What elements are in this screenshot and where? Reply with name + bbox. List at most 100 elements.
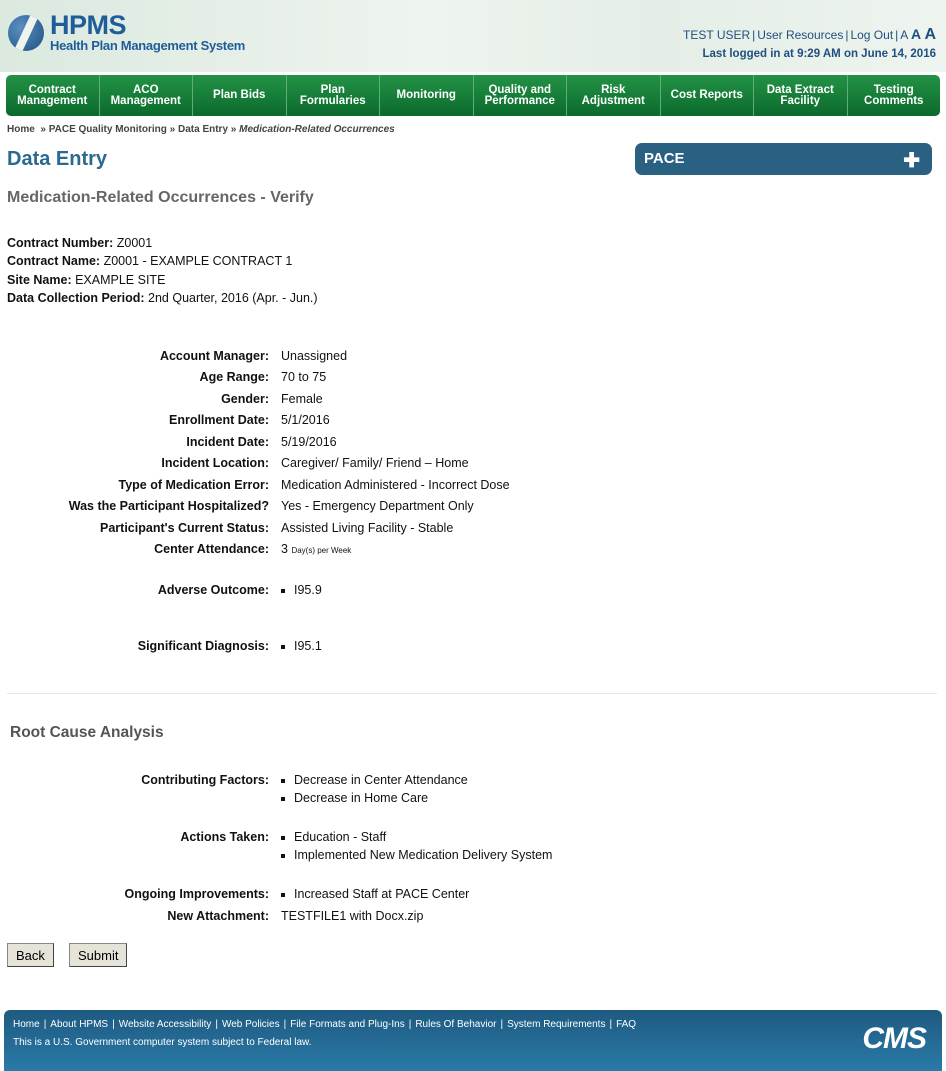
- logo-subtitle: Health Plan Management System: [50, 38, 246, 53]
- breadcrumb-data-entry[interactable]: Data Entry: [177, 124, 228, 135]
- nav-aco-management[interactable]: ACO Management: [100, 75, 193, 116]
- user-resources-link[interactable]: User Resources: [757, 28, 844, 42]
- page-subtitle: Medication-Related Occurrences - Verify: [7, 189, 314, 206]
- field-label: Actions Taken:: [180, 830, 269, 844]
- main-nav: Contract Management ACO Management Plan …: [6, 75, 940, 116]
- contract-info: Contract Number: Z0001 Contract Name: Z0…: [7, 234, 318, 307]
- font-size-small[interactable]: A: [900, 28, 908, 42]
- field-label: Enrollment Date:: [168, 413, 269, 428]
- footer-accessibility[interactable]: Website Accessibility: [118, 1019, 212, 1030]
- field-label: Type of Medication Error:: [118, 477, 269, 492]
- field-label: Incident Location:: [161, 456, 269, 471]
- field-value: Caregiver/ Family/ Friend – Home: [281, 456, 469, 471]
- actions-taken-row: Actions Taken: Education - Staff Implemen…: [0, 828, 946, 864]
- field-label: Contributing Factors:: [141, 773, 269, 787]
- label: Contract Number:: [7, 236, 114, 250]
- field-row: Incident Location: Caregiver/ Family/ Fri…: [0, 453, 946, 475]
- significant-diagnosis-row: Significant Diagnosis: I95.1: [0, 637, 946, 655]
- nav-contract-management[interactable]: Contract Management: [6, 75, 100, 116]
- adverse-outcome-row: Adverse Outcome: I95.9: [0, 581, 946, 599]
- logout-link[interactable]: Log Out: [850, 28, 894, 42]
- field-row: Gender: Female: [0, 388, 946, 410]
- font-size-large[interactable]: A: [924, 26, 936, 43]
- list-item: Implemented New Medication Delivery Syst…: [281, 846, 552, 864]
- field-label: New Attachment:: [167, 909, 269, 923]
- list-item: I95.9: [281, 581, 322, 599]
- divider: [7, 693, 937, 694]
- field-value: Medication Administered - Incorrect Dose: [281, 477, 510, 492]
- list-item: Decrease in Center Attendance: [281, 771, 468, 789]
- data-collection-period: 2nd Quarter, 2016 (Apr. - Jun.): [148, 290, 318, 305]
- cms-logo: CMS: [862, 1022, 927, 1055]
- nav-plan-bids[interactable]: Plan Bids: [193, 75, 287, 116]
- pace-panel-toggle[interactable]: PACE ✚: [635, 143, 932, 175]
- nav-cost-reports[interactable]: Cost Reports: [661, 75, 754, 116]
- attendance-value: 3: [281, 542, 288, 557]
- hpms-logo-icon: [8, 14, 44, 51]
- breadcrumb: Home » PACE Quality Monitoring » Data En…: [7, 124, 395, 135]
- user-name: TEST USER: [683, 28, 751, 42]
- last-login: Last logged in at 9:29 AM on June 14, 20…: [702, 48, 936, 60]
- field-label: Was the Participant Hospitalized?: [68, 499, 269, 514]
- footer-file-formats[interactable]: File Formats and Plug-Ins: [290, 1019, 405, 1030]
- header: HPMS Health Plan Management System TEST …: [0, 0, 946, 72]
- field-label: Account Manager:: [159, 348, 269, 363]
- footer-faq[interactable]: FAQ: [616, 1019, 637, 1030]
- field-label: Age Range:: [199, 370, 269, 385]
- field-row: Center Attendance: 3 Day(s) per Week: [0, 539, 946, 561]
- nav-risk-adjustment[interactable]: Risk Adjustment: [567, 75, 661, 116]
- field-value: 70 to 75: [281, 370, 327, 385]
- contract-number: Z0001: [116, 236, 153, 250]
- field-label: Gender:: [221, 391, 269, 406]
- breadcrumb-current: Medication-Related Occurrences: [239, 124, 395, 135]
- field-row: Account Manager: Unassigned: [0, 345, 946, 367]
- field-row: Type of Medication Error: Medication Admi…: [0, 474, 946, 496]
- nav-testing-comments[interactable]: Testing Comments: [864, 83, 924, 107]
- field-value: Female: [281, 391, 323, 406]
- list-item: I95.1: [281, 637, 322, 655]
- list-item: Decrease in Home Care: [281, 789, 468, 807]
- field-row: Was the Participant Hospitalized? Yes - E…: [0, 496, 946, 518]
- plus-icon[interactable]: ✚: [903, 150, 920, 172]
- pace-panel-title: PACE: [644, 150, 685, 167]
- submit-button[interactable]: Submit: [69, 943, 128, 967]
- list-item: Increased Staff at PACE Center: [281, 885, 469, 903]
- field-label: Adverse Outcome:: [157, 583, 269, 597]
- user-bar: TEST USER | User Resources | Log Out | A A A L…: [683, 26, 936, 60]
- font-size-medium[interactable]: A: [910, 26, 922, 42]
- page-title: Data Entry: [7, 148, 108, 170]
- footer-about[interactable]: About HPMS: [50, 1019, 109, 1030]
- field-label: Ongoing Improvements:: [124, 887, 269, 901]
- attachment-row: New Attachment: TESTFILE1 with Docx.zip: [0, 907, 946, 925]
- occurrence-fields: Account Manager: Unassigned Age Range: 70 …: [0, 345, 946, 560]
- ongoing-improvements-row: Ongoing Improvements: Increased Staff at…: [0, 885, 946, 903]
- footer-web-policies[interactable]: Web Policies: [221, 1019, 280, 1030]
- site-name: EXAMPLE SITE: [75, 272, 166, 287]
- field-label: Participant's Current Status:: [100, 520, 269, 535]
- footer-notice: This is a U.S. Government computer syste…: [13, 1037, 312, 1048]
- field-value: Unassigned: [281, 348, 348, 363]
- back-button[interactable]: Back: [7, 943, 54, 967]
- footer-links: Home | About HPMS | Website Accessibility | We…: [13, 1019, 637, 1030]
- field-value: 5/19/2016: [281, 434, 337, 449]
- footer-home[interactable]: Home: [13, 1019, 40, 1030]
- hpms-logo[interactable]: HPMS Health Plan Management System: [8, 12, 245, 53]
- nav-quality-performance[interactable]: Quality and Performance: [474, 75, 567, 116]
- breadcrumb-home[interactable]: Home: [7, 124, 35, 135]
- nav-monitoring[interactable]: Monitoring: [380, 75, 474, 116]
- nav-data-extract[interactable]: Data Extract Facility: [754, 75, 848, 116]
- field-value: Assisted Living Facility - Stable: [281, 520, 454, 535]
- section-title: Root Cause Analysis: [10, 724, 164, 741]
- field-label: Incident Date:: [186, 434, 269, 449]
- footer: Home | About HPMS | Website Accessibility | We…: [4, 1010, 942, 1071]
- field-row: Participant's Current Status: Assisted Li…: [0, 517, 946, 539]
- nav-plan-formularies[interactable]: Plan Formularies: [287, 75, 380, 116]
- list-item: Education - Staff: [281, 828, 552, 846]
- field-label: Center Attendance:: [154, 542, 269, 557]
- footer-rules[interactable]: Rules Of Behavior: [415, 1019, 497, 1030]
- field-row: Incident Date: 5/19/2016: [0, 431, 946, 453]
- field-label: Significant Diagnosis:: [137, 639, 269, 653]
- field-value: 5/1/2016: [281, 413, 330, 428]
- breadcrumb-pace[interactable]: PACE Quality Monitoring: [48, 124, 167, 135]
- footer-system-req[interactable]: System Requirements: [507, 1019, 606, 1030]
